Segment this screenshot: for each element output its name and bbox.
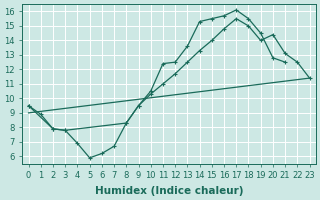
X-axis label: Humidex (Indice chaleur): Humidex (Indice chaleur) — [95, 186, 243, 196]
